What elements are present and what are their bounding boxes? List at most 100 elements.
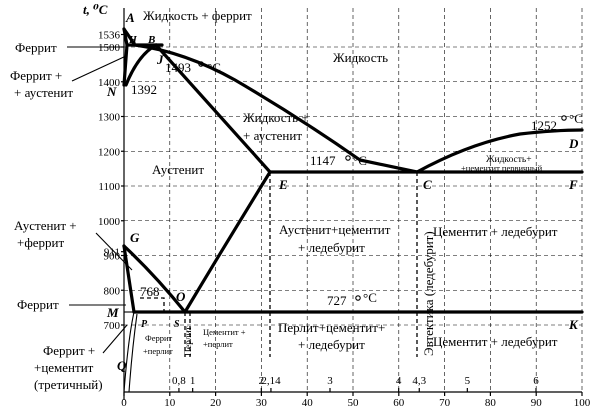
liquidus-CD xyxy=(415,128,584,174)
point-H: H xyxy=(128,35,138,46)
y-tick-label-911: 911 xyxy=(104,247,120,259)
x-tick-label-100: 100 xyxy=(574,397,590,409)
left-ferr-cem-2: +цементит xyxy=(34,360,94,375)
y-tick-label-800: 800 xyxy=(104,285,121,297)
c-tick-label-4,3: 4,3 xyxy=(412,375,426,387)
temp-727-unit: °C xyxy=(363,290,377,305)
left-aus-ferr-2: +феррит xyxy=(17,235,64,250)
point-F: F xyxy=(568,177,578,192)
region-perlite: Перлит xyxy=(184,325,194,356)
point-A: A xyxy=(125,10,135,25)
left-ferr-cem-3: (третичный) xyxy=(34,377,103,392)
region-cem-perl-2: +перлит xyxy=(203,339,233,349)
point-Q: Q xyxy=(117,358,127,373)
y-tick-label-1200: 1200 xyxy=(98,146,121,158)
point-S: S xyxy=(174,319,180,330)
temp-1392: 1392 xyxy=(131,82,157,97)
line-GS xyxy=(122,244,187,314)
point-B: B xyxy=(147,34,155,46)
region-ferr-perl-1: Феррит xyxy=(145,333,173,343)
point-O: O xyxy=(176,289,186,304)
region-perl-cem-led-1: Перлит+цементит+ xyxy=(278,320,385,335)
region-liquid-austenite-2: + аустенит xyxy=(243,128,302,143)
temp-1252-unit: °C xyxy=(569,111,583,126)
x-tick-label-90: 90 xyxy=(531,397,543,409)
curie-dashed xyxy=(140,297,165,312)
dot-1252 xyxy=(561,115,567,121)
leader-ferr-cem xyxy=(102,324,128,354)
region-cem-perl-1: Цементит + xyxy=(203,327,246,337)
point-M: M xyxy=(106,305,119,320)
line-HN xyxy=(122,43,129,87)
region-aus-cem-led-2: + ледебурит xyxy=(298,240,365,255)
left-ferr-cem-1: Феррит + xyxy=(43,343,95,358)
c-tick-label-1: 1 xyxy=(190,375,196,387)
x-tick-label-10: 10 xyxy=(164,397,176,409)
temp-1493: 1493 xyxy=(165,60,191,75)
point-N: N xyxy=(106,84,117,99)
c-tick-label-6: 6 xyxy=(533,375,539,387)
point-C: C xyxy=(423,177,432,192)
point-E: E xyxy=(278,177,288,192)
point-J: J xyxy=(156,52,164,67)
dot-727 xyxy=(355,295,361,301)
x-tick-label-30: 30 xyxy=(256,397,268,409)
line-PQ-2 xyxy=(128,313,138,393)
line-PQ xyxy=(123,311,135,393)
y-tick-label-1000: 1000 xyxy=(98,216,121,228)
x-tick-label-20: 20 xyxy=(210,397,222,409)
region-ferr-perl-2: +перлит xyxy=(143,346,173,356)
left-ferrite-top: Феррит xyxy=(15,40,57,55)
c-tick-label-5: 5 xyxy=(465,375,471,387)
y-tick-label-1400: 1400 xyxy=(98,77,121,89)
temp-1252: 1252 xyxy=(531,118,557,133)
leader-ferrite-aus xyxy=(71,55,127,82)
point-K: K xyxy=(568,317,579,332)
solidus-AH xyxy=(122,27,129,47)
x-tick-label-80: 80 xyxy=(485,397,497,409)
temp-727: 727 xyxy=(327,293,347,308)
region-cem-led-lower: Цементит + ледебурит xyxy=(433,334,558,349)
temp-768: 768 xyxy=(140,284,160,299)
point-P: P xyxy=(141,319,148,330)
region-liquid: Жидкость xyxy=(333,50,388,65)
dot-1147 xyxy=(345,155,351,161)
point-G: G xyxy=(130,230,140,245)
left-ferrite-aus-2: + аустенит xyxy=(14,85,73,100)
region-aus-cem-led-1: Аустенит+цементит xyxy=(279,222,391,237)
c-tick-label-0,8: 0,8 xyxy=(172,375,186,387)
x-tick-label-50: 50 xyxy=(348,397,360,409)
y-tick-label-1100: 1100 xyxy=(98,181,120,193)
leader-aus-ferr xyxy=(95,232,133,271)
temp-1147: 1147 xyxy=(310,153,336,168)
y-tick-label-1500: 1500 xyxy=(98,42,121,54)
y-tick-label-1300: 1300 xyxy=(98,112,121,124)
temp-1147-unit: °C xyxy=(353,153,367,168)
region-perl-cem-led-2: + ледебурит xyxy=(298,337,365,352)
temperature-axis-title: t, ⁰C xyxy=(83,2,108,17)
left-aus-ferr-1: Аустенит + xyxy=(14,218,77,233)
region-liquid-cementite-1: Жидкость+ xyxy=(486,155,532,165)
x-tick-label-70: 70 xyxy=(439,397,451,409)
y-tick-label-700: 700 xyxy=(104,320,121,332)
left-ferrite-mid: Феррит xyxy=(17,297,59,312)
region-cem-led-upper: Цементит + ледебурит xyxy=(433,224,558,239)
solidus-JE xyxy=(154,43,272,174)
line-GP xyxy=(122,244,136,314)
c-tick-label-2: 2 xyxy=(259,375,265,387)
y-tick-label-1536: 1536 xyxy=(98,29,121,41)
x-tick-label-0: 0 xyxy=(121,397,127,409)
c-tick-label-2,14: 2,14 xyxy=(261,375,281,387)
x-tick-label-40: 40 xyxy=(302,397,314,409)
region-liquid-cementite-2: +цементит первичный xyxy=(461,163,543,173)
temp-1493-unit: °C xyxy=(207,60,221,75)
x-tick-label-60: 60 xyxy=(393,397,405,409)
line-ES xyxy=(183,170,272,314)
c-tick-label-3: 3 xyxy=(327,375,333,387)
phase-boundaries xyxy=(122,27,584,393)
left-ferrite-aus-1: Феррит + xyxy=(10,68,62,83)
point-D: D xyxy=(568,136,579,151)
region-liquid-ferrite: Жидкость + феррит xyxy=(143,8,252,23)
c-tick-label-4: 4 xyxy=(396,375,402,387)
